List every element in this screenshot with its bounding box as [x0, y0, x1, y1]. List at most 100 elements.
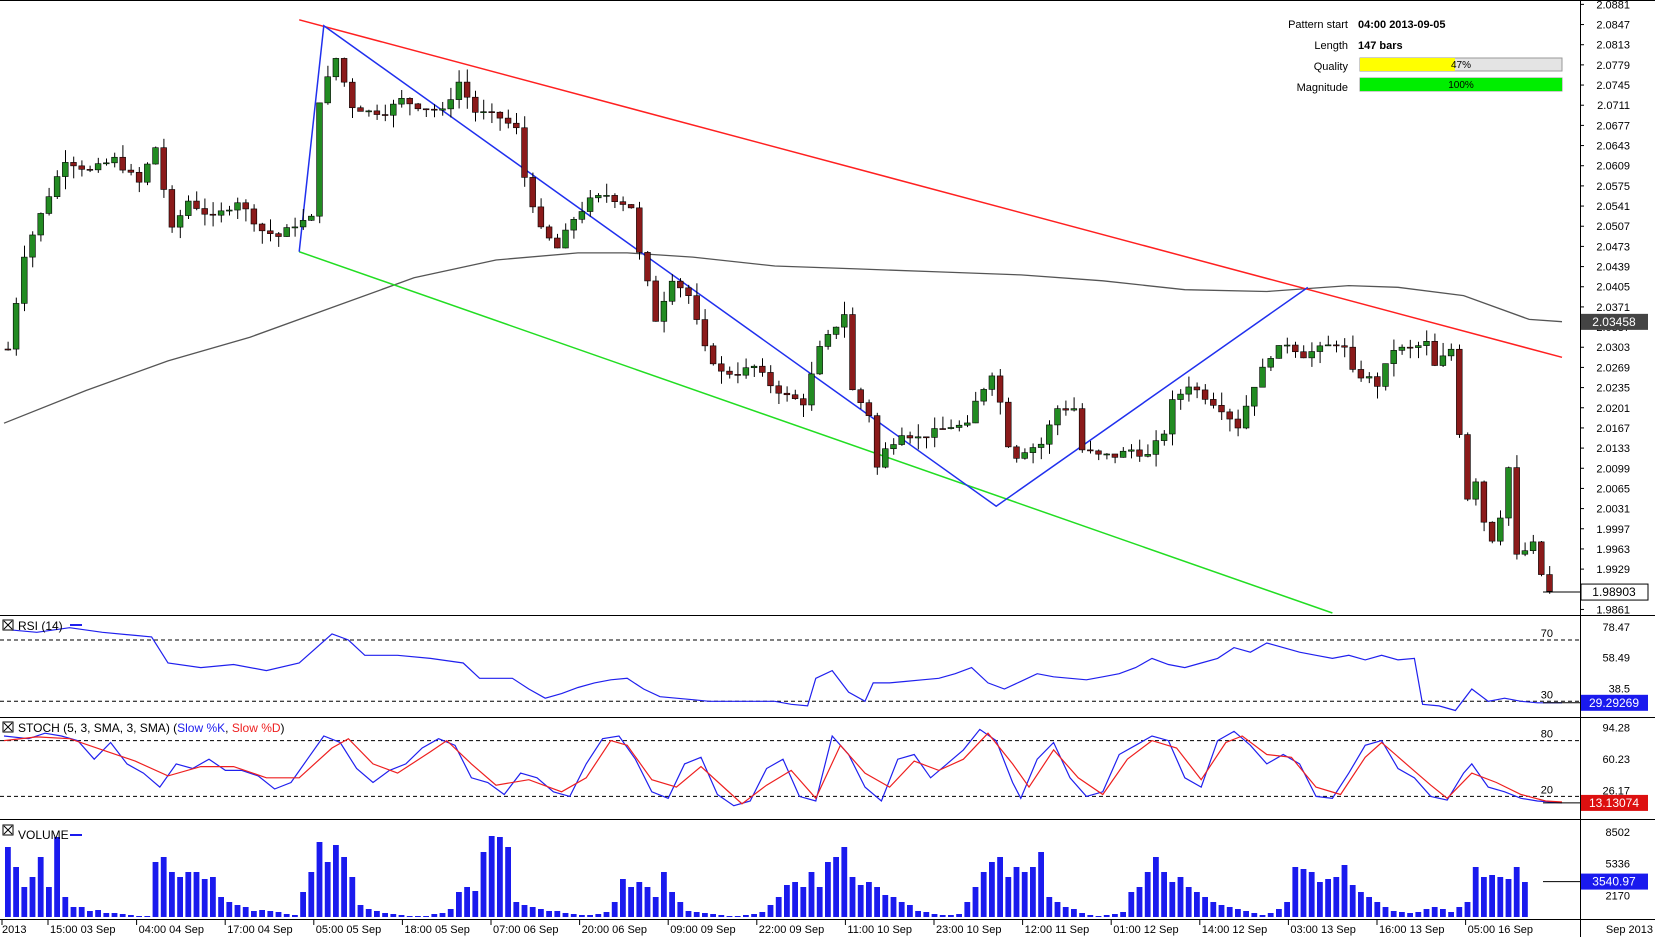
volume-bar	[1185, 887, 1192, 917]
price-tick-label: 2.0201	[1596, 403, 1630, 415]
volume-bar	[406, 916, 413, 917]
volume-bar	[808, 872, 815, 917]
volume-bar	[333, 845, 339, 917]
candle-body	[988, 375, 996, 390]
price-tick-label: 2.0779	[1596, 60, 1630, 72]
volume-bar	[931, 914, 938, 917]
volume-value-marker	[1581, 873, 1648, 890]
volume-bar	[898, 902, 905, 917]
value-marker	[1581, 794, 1648, 811]
time-tick-label: 20:00 06 Sep	[582, 924, 647, 936]
volume-bar	[1062, 907, 1069, 917]
volume-bar	[119, 914, 126, 917]
candle-body	[898, 435, 905, 445]
candle-body	[1234, 418, 1242, 429]
price-tick-label: 2.0133	[1596, 443, 1630, 455]
volume-bar	[1103, 915, 1110, 917]
candle-body	[693, 295, 700, 320]
candle-body	[422, 108, 430, 111]
volume-bar	[1046, 897, 1053, 917]
volume-bar	[456, 892, 462, 917]
volume-bar	[1054, 902, 1061, 917]
volume-bar	[1226, 907, 1233, 917]
candle-body	[1300, 351, 1307, 359]
volume-bar	[46, 887, 52, 917]
candle-body	[1497, 517, 1504, 542]
candle-body	[144, 163, 151, 183]
volume-bar	[497, 837, 503, 917]
candle-body	[62, 162, 69, 177]
candle-body	[135, 171, 143, 183]
volume-bar	[341, 857, 347, 917]
price-tick-label: 2.0507	[1596, 221, 1630, 233]
candle-body	[873, 415, 881, 468]
volume-bar	[210, 877, 216, 917]
volume-bar	[907, 905, 913, 917]
candle-body	[390, 103, 397, 116]
volume-bar	[283, 914, 290, 917]
volume-bar	[718, 915, 725, 917]
candle-body	[1242, 405, 1250, 429]
candle-body	[767, 372, 774, 387]
candle-body	[857, 389, 864, 403]
candle-body	[1472, 481, 1479, 500]
candle-body	[832, 326, 840, 335]
candle-body	[939, 428, 946, 430]
price-tick-label: 2.0643	[1596, 141, 1630, 153]
price-tick-label: 2.0167	[1596, 423, 1630, 435]
volume-bar	[1251, 913, 1258, 917]
candle-body	[1005, 401, 1012, 448]
volume-bar	[1308, 872, 1315, 917]
volume-bar	[488, 836, 495, 917]
candle-body	[1447, 348, 1455, 357]
volume-bar	[603, 912, 610, 917]
price-tick-label: 2.0711	[1597, 100, 1630, 112]
price-tick-label: 2.0303	[1596, 342, 1630, 354]
candle-body	[496, 111, 504, 119]
candle-body	[1333, 344, 1340, 347]
last-price-marker	[1580, 583, 1649, 601]
candle-body	[86, 169, 94, 171]
candle-body	[332, 58, 340, 78]
volume-bar	[1333, 877, 1340, 917]
candle-body	[972, 400, 979, 424]
candle-body	[250, 208, 258, 225]
volume-bar	[54, 837, 60, 917]
candle-body	[267, 230, 274, 234]
volume-bar	[579, 915, 585, 917]
volume-bar	[382, 913, 388, 917]
axis-tick-label: 38.5	[1609, 683, 1630, 695]
time-tick-label: 22:00 09 Sep	[759, 924, 824, 936]
volume-bar	[505, 847, 511, 917]
volume-bar	[570, 914, 577, 917]
volume-bar	[1472, 867, 1479, 917]
time-tick-label: 14:00 12 Sep	[1202, 924, 1267, 936]
candle-body	[775, 385, 782, 394]
candle-body	[1292, 344, 1299, 353]
volume-bar	[677, 902, 684, 917]
candle-body	[734, 374, 741, 376]
volume-bar	[1087, 915, 1094, 917]
price-tick-label: 1.9997	[1596, 524, 1630, 536]
candle-body	[357, 107, 364, 112]
candle-body	[644, 252, 651, 282]
candle-body	[1415, 345, 1422, 348]
volume-bar	[1358, 892, 1364, 917]
candle-body	[365, 110, 372, 113]
volume-bar	[751, 914, 757, 917]
volume-bar	[234, 905, 241, 917]
price-tick-label: 2.0269	[1596, 362, 1630, 374]
volume-bar	[546, 911, 552, 917]
candle-body	[947, 427, 955, 429]
stoch-header: STOCH (5, 3, SMA, 3, SMA) (Slow %K, Slow…	[2, 721, 285, 735]
candle-body	[291, 226, 299, 229]
candle-body	[78, 165, 85, 170]
quality-label: Quality	[1314, 61, 1349, 73]
candle-body	[381, 114, 389, 116]
volume-bar	[324, 862, 331, 917]
stoch-k-line	[3, 728, 1563, 807]
volume-bar	[825, 862, 831, 917]
candle-body	[29, 234, 36, 258]
candle-body	[1439, 355, 1447, 366]
